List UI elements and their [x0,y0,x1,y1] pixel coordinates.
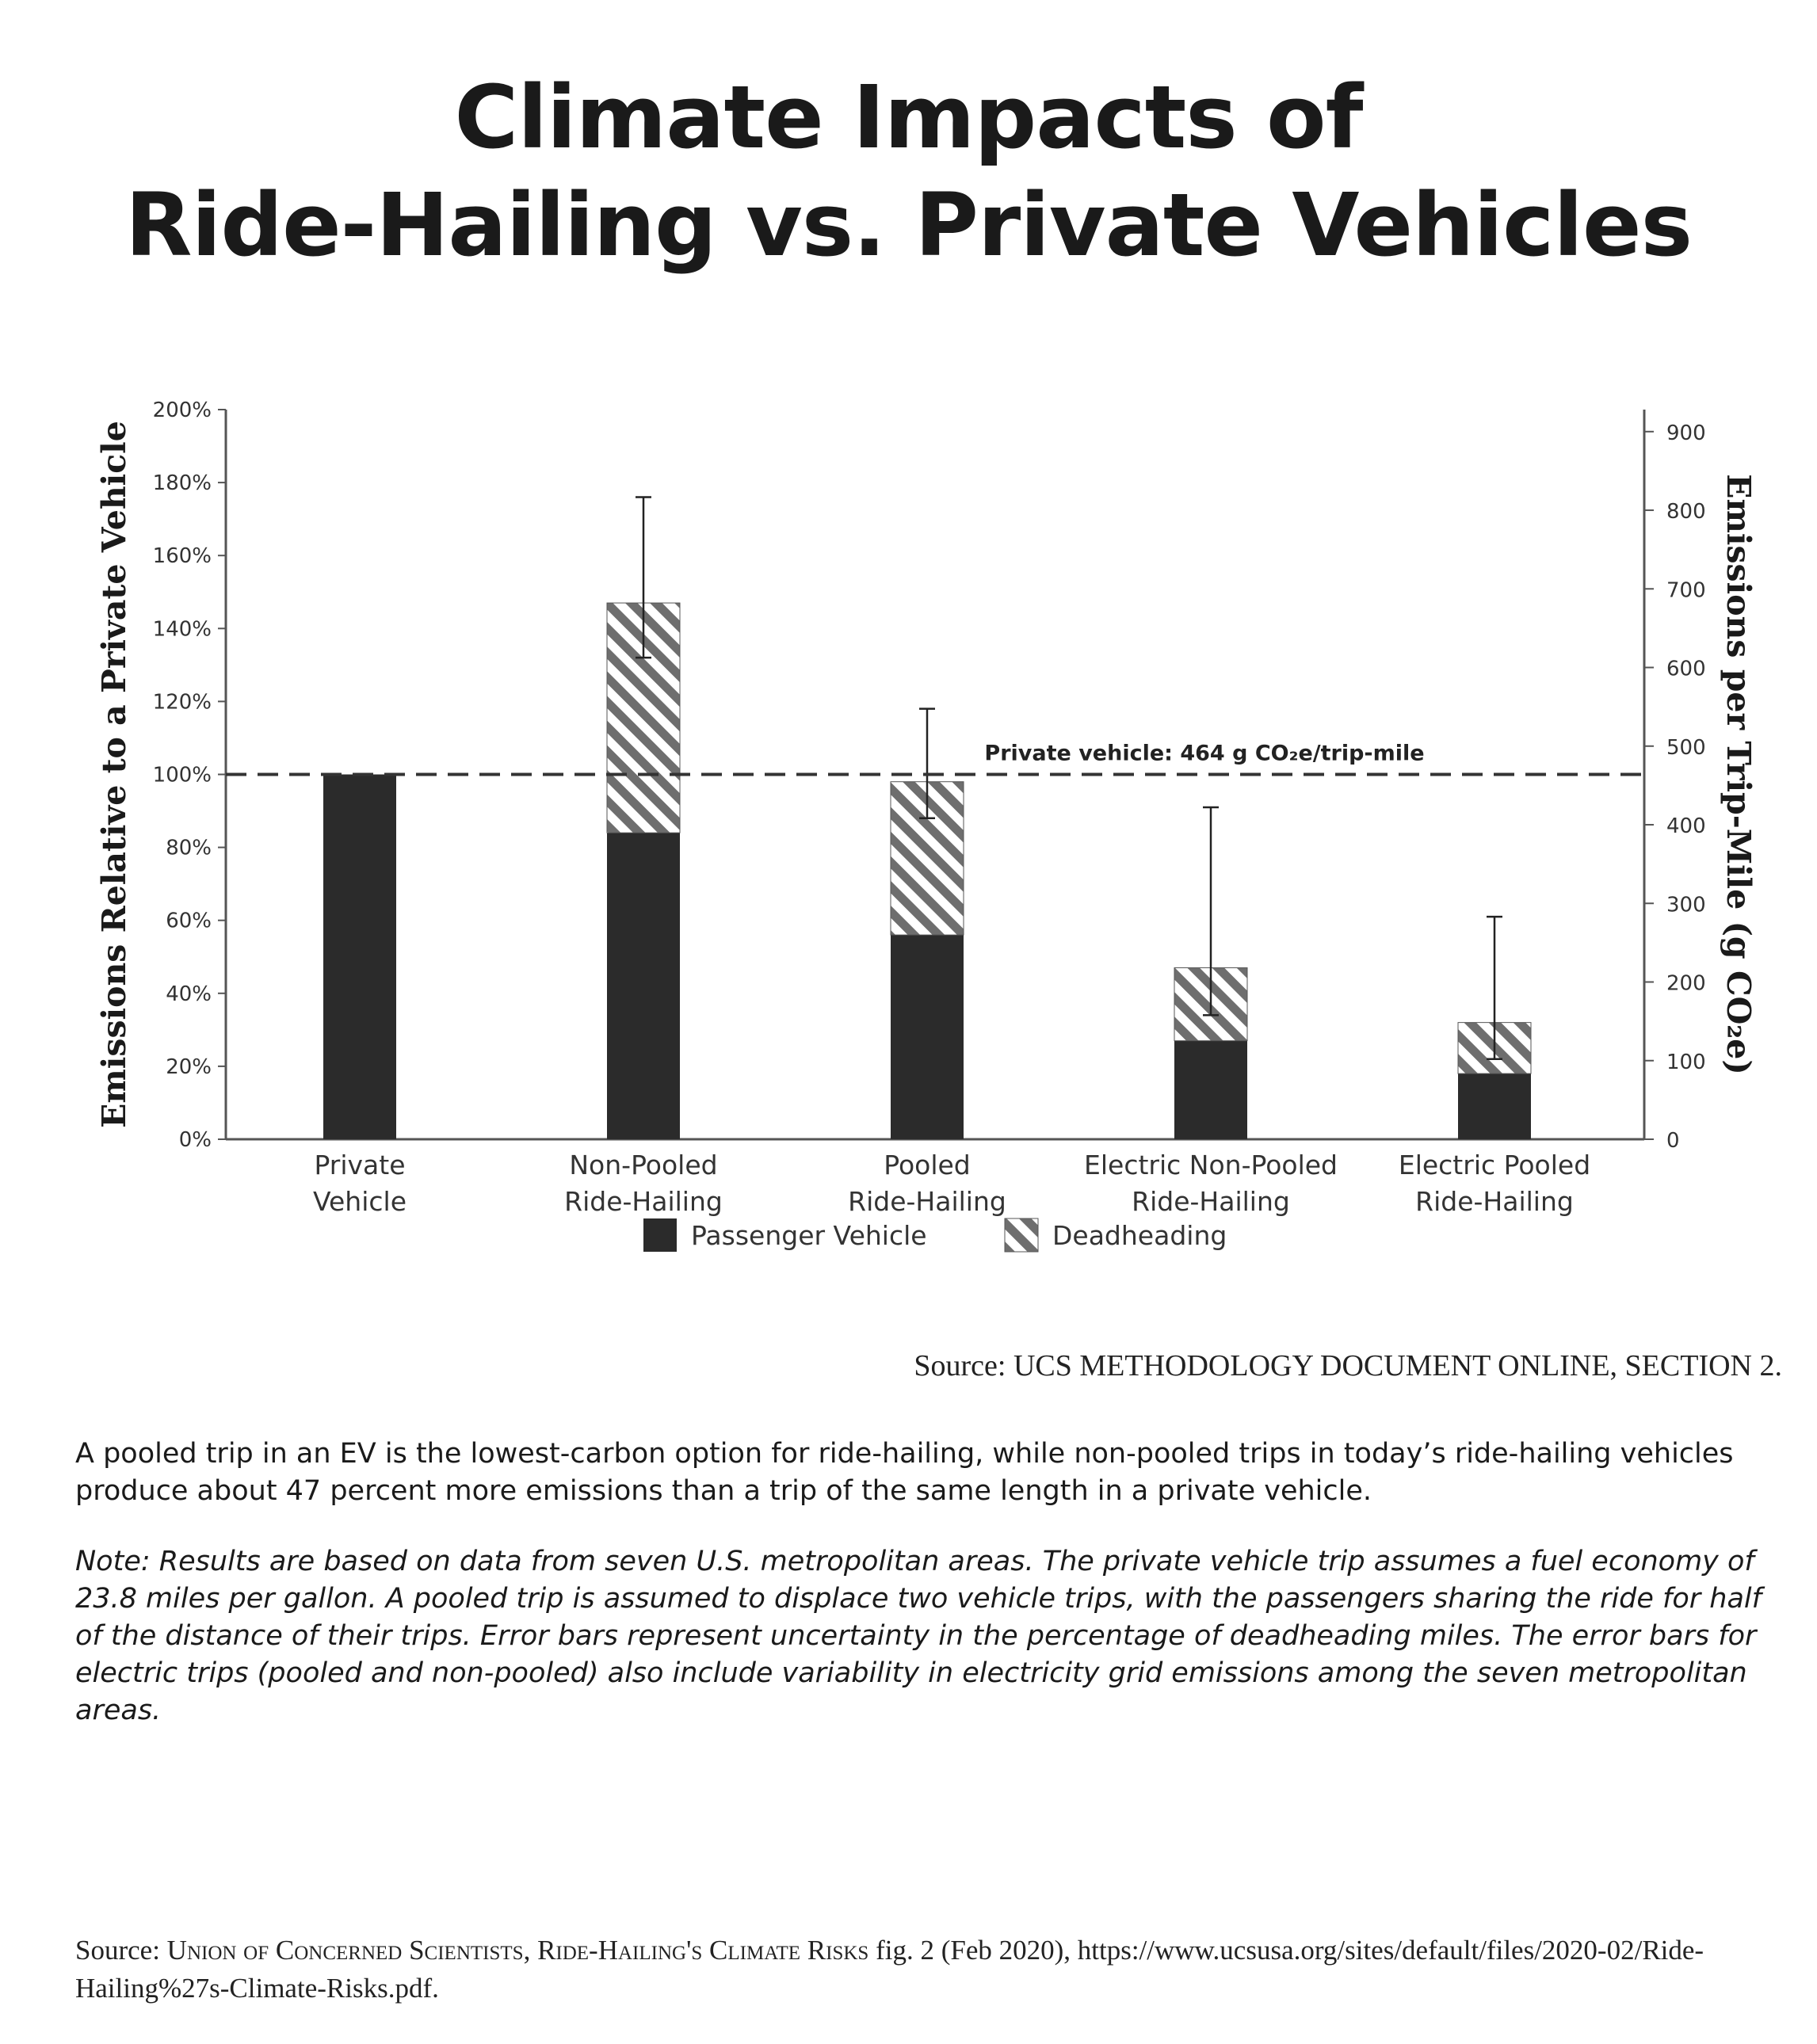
y2-tick-label: 0 [1666,1129,1680,1153]
legend-label-deadheading: Deadheading [1052,1220,1227,1251]
y-tick-label: 0% [179,1128,212,1152]
y-tick-label: 60% [166,910,212,933]
plot-area: 0% 20% 40% 60% 80% 100% 120% 140% 160% 180% 200% 0 1… [95,399,1758,1253]
y2-tick-label: 400 [1666,814,1706,838]
emissions-chart: 0% 20% 40% 60% 80% 100% 120% 140% 160% 180% 200% 0 1… [95,399,1758,1253]
title-line-1: Climate Impacts of [454,67,1364,168]
x-category-label: Pooled [884,1150,971,1180]
y2-tick-label: 200 [1666,972,1706,996]
y-tick-label: 200% [153,399,212,422]
y2-tick-label: 700 [1666,578,1706,602]
y-tick-label: 40% [166,982,212,1006]
chart-source-prefix: Source: [914,1349,1013,1382]
y2-tick-label: 300 [1666,893,1706,917]
y2-tick-label: 900 [1666,421,1706,445]
x-category-label: Electric Pooled [1399,1150,1590,1180]
y-tick-label: 20% [166,1055,212,1079]
y-tick-label: 80% [166,837,212,860]
y2-tick-label: 500 [1666,736,1706,760]
y2-tick-label: 600 [1666,658,1706,681]
legend-label-passenger: Passenger Vehicle [691,1220,927,1251]
footer-source: Source: Union of Concerned Scientists, R… [75,1932,1779,2008]
y2-tick-label: 800 [1666,500,1706,524]
footer-source-sep: , [523,1935,538,1966]
y-tick-label: 180% [153,471,212,495]
bar-passenger-vehicle [323,774,396,1139]
footer-source-rest: fig. 2 (Feb 2020), https://www.ucsusa.or… [75,1935,1704,2004]
x-category-label: Private [314,1150,405,1180]
x-category-label: Ride-Hailing [1415,1186,1574,1217]
page-title: Climate Impacts of Ride-Hailing vs. Priv… [0,63,1817,279]
bar-passenger-vehicle [891,935,964,1139]
legend-swatch-passenger [643,1218,677,1252]
y-tick-label: 160% [153,544,212,568]
x-category-label: Ride-Hailing [848,1186,1006,1217]
y-axis-title: Emissions Relative to a Private Vehicle [95,421,133,1128]
y-tick-label: 120% [153,690,212,714]
chart-source: Source: UCS Methodology Document Online,… [914,1348,1782,1383]
y2-axis-title: Emissions per Trip-Mile (g CO₂e) [1720,474,1758,1075]
x-category-label: Electric Non-Pooled [1084,1150,1338,1180]
x-category-label: Vehicle [313,1186,407,1217]
footer-source-org: Union of Concerned Scientists [166,1935,524,1966]
note-paragraph: Note: Results are based on data from sev… [75,1546,1762,1726]
y2-tick-label: 100 [1666,1051,1706,1074]
description-paragraph: A pooled trip in an EV is the lowest-car… [75,1438,1734,1507]
x-category-label: Ride-Hailing [1132,1186,1290,1217]
bar-passenger-vehicle [1174,1040,1247,1139]
footer-source-prefix: Source: [75,1935,167,1966]
footer-source-report: Ride-Hailing's Climate Risks [537,1935,869,1966]
chart-source-text: UCS Methodology Document Online, Section… [1013,1349,1782,1382]
bar-passenger-vehicle [607,833,680,1139]
y-tick-label: 140% [153,617,212,641]
y-tick-label: 100% [153,764,212,787]
reference-line-label: Private vehicle: 464 g CO₂e/trip-mile [984,742,1424,766]
legend-swatch-deadheading [1004,1218,1039,1253]
bar-passenger-vehicle [1458,1073,1531,1139]
x-category-label: Ride-Hailing [564,1186,723,1217]
title-line-2: Ride-Hailing vs. Private Vehicles [124,174,1693,276]
x-category-label: Non-Pooled [569,1150,717,1180]
